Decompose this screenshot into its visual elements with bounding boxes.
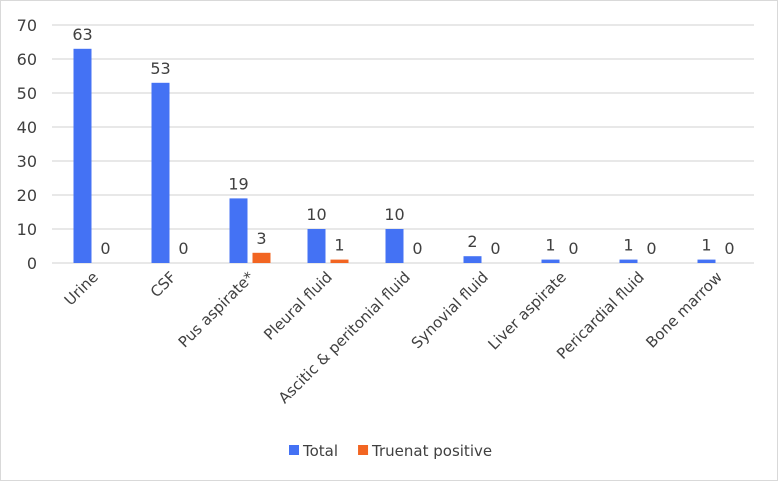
data-label: 0 [490,239,500,258]
y-tick-label: 20 [17,186,37,205]
data-label: 1 [334,236,344,255]
bar-total [151,82,170,263]
data-label: 63 [72,25,92,44]
legend-label: Truenat positive [371,442,492,460]
data-label: 10 [306,205,326,224]
data-label: 1 [623,236,633,255]
data-label: 0 [412,239,422,258]
x-tick-label: Liver aspirate [484,268,569,353]
y-tick-label: 70 [17,16,37,35]
bar-total [463,256,482,263]
data-label: 0 [178,239,188,258]
x-tick-label: Ascitic & peritonial fluid [275,268,414,407]
data-label: 19 [228,174,248,193]
data-label: 1 [545,236,555,255]
bar-total [697,259,716,263]
bar-total [229,198,248,263]
x-tick-label: Urine [61,268,102,309]
x-tick-label: Pleural fluid [260,268,336,344]
y-tick-label: 10 [17,220,37,239]
legend-label: Total [302,442,338,460]
bar-truenat-positive [252,252,271,263]
data-label: 1 [701,236,711,255]
bar-total [385,229,404,263]
x-tick-label: Bone marrow [642,268,725,351]
y-tick-label: 40 [17,118,37,137]
data-label: 0 [568,239,578,258]
data-label: 2 [467,232,477,251]
x-tick-label: CSF [147,268,180,301]
x-tick-label: Pus aspirate* [175,268,258,351]
data-label: 10 [384,205,404,224]
data-label: 3 [256,229,266,248]
y-tick-label: 60 [17,50,37,69]
legend-swatch-0 [289,445,299,455]
data-label: 53 [150,59,170,78]
bar-total [619,259,638,263]
y-tick-label: 0 [27,254,37,273]
bar-total [307,229,326,263]
x-tick-label: Synovial fluid [408,268,492,352]
data-label: 0 [100,239,110,258]
data-label: 0 [646,239,656,258]
y-tick-label: 30 [17,152,37,171]
bar-truenat-positive [330,259,349,263]
y-tick-label: 50 [17,84,37,103]
legend-swatch-1 [358,445,369,455]
bar-total [541,259,560,263]
bar-total [73,48,92,263]
data-label: 0 [724,239,734,258]
